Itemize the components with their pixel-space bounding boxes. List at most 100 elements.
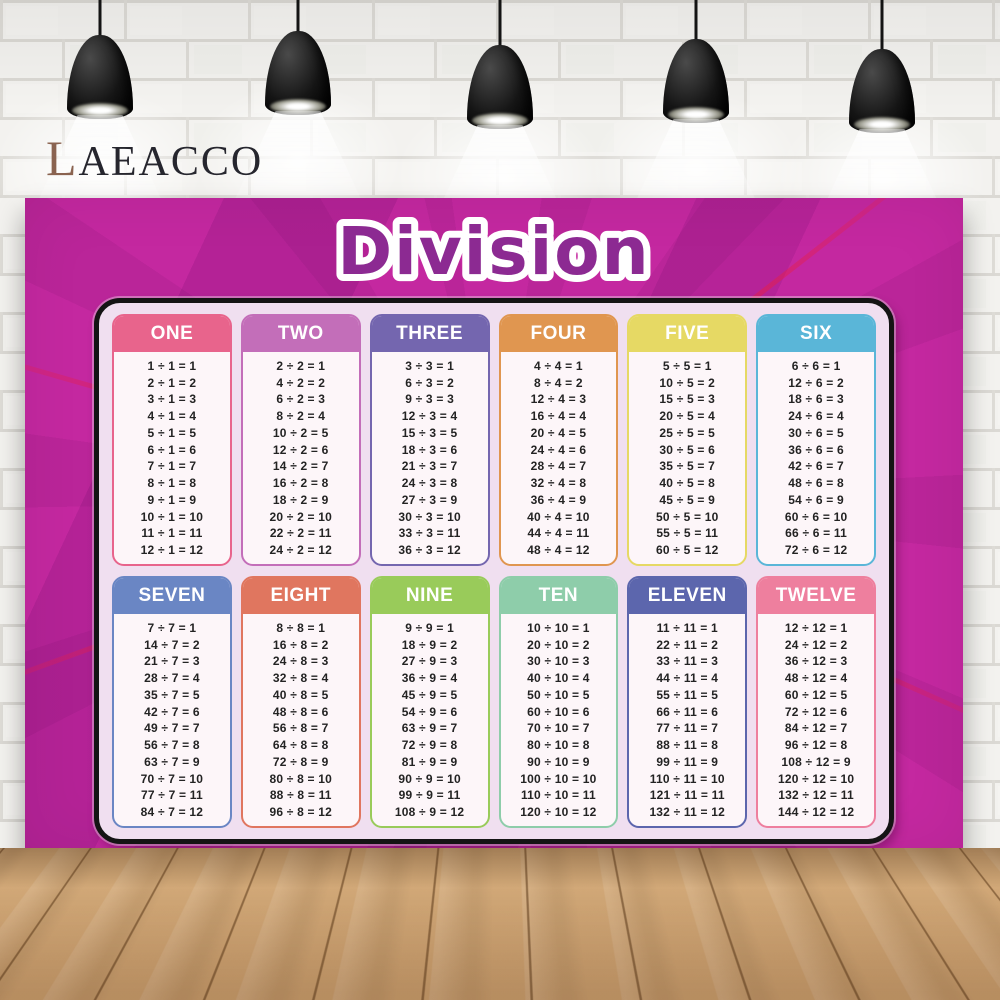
card-equations: 12 ÷ 12 = 1 24 ÷ 12 = 2 36 ÷ 12 = 3 48 ÷ 12… bbox=[758, 614, 874, 826]
backdrop-poster: Division ONE 1 ÷ 1 = 1 2 ÷ 1 = 2 3 ÷ 1 = 3… bbox=[25, 198, 963, 853]
equation-row: 40 ÷ 10 = 4 bbox=[527, 671, 590, 686]
equation-row: 11 ÷ 11 = 1 bbox=[656, 620, 718, 635]
equation-row: 8 ÷ 2 = 4 bbox=[276, 409, 326, 424]
division-card: FIVE 5 ÷ 5 = 1 10 ÷ 5 = 2 15 ÷ 5 = 3 20 ÷ 5… bbox=[627, 314, 748, 566]
lamp-bulb-glow-icon bbox=[854, 117, 910, 132]
equation-row: 36 ÷ 9 = 4 bbox=[401, 671, 458, 686]
equation-row: 7 ÷ 7 = 1 bbox=[147, 620, 197, 635]
card-title: TEN bbox=[500, 578, 617, 614]
card-title: TWELVE bbox=[758, 578, 874, 614]
equation-row: 1 ÷ 1 = 1 bbox=[147, 358, 197, 373]
equation-row: 12 ÷ 4 = 3 bbox=[530, 392, 587, 407]
equation-row: 64 ÷ 8 = 8 bbox=[272, 738, 329, 753]
equation-row: 20 ÷ 4 = 5 bbox=[530, 425, 587, 440]
equation-row: 28 ÷ 7 = 4 bbox=[144, 671, 200, 686]
equation-row: 9 ÷ 9 = 1 bbox=[405, 620, 454, 635]
card-title: FIVE bbox=[629, 316, 746, 352]
equation-row: 96 ÷ 8 = 12 bbox=[269, 805, 332, 820]
equation-row: 30 ÷ 6 = 5 bbox=[788, 425, 844, 440]
equation-row: 108 ÷ 9 = 12 bbox=[394, 805, 465, 820]
equation-row: 16 ÷ 8 = 2 bbox=[272, 637, 329, 652]
brand-logo: LAEACCO bbox=[46, 133, 263, 186]
equation-row: 20 ÷ 10 = 2 bbox=[527, 637, 590, 652]
lamp-bulb-glow-icon bbox=[72, 103, 128, 118]
equation-row: 60 ÷ 6 = 10 bbox=[784, 509, 848, 524]
card-title: EIGHT bbox=[242, 578, 359, 614]
equation-row: 84 ÷ 7 = 12 bbox=[140, 805, 204, 820]
equation-row: 60 ÷ 5 = 12 bbox=[655, 543, 719, 558]
equation-row: 8 ÷ 1 = 8 bbox=[147, 476, 197, 491]
equation-row: 72 ÷ 9 = 8 bbox=[401, 738, 458, 753]
equation-row: 32 ÷ 8 = 4 bbox=[272, 671, 329, 686]
division-card: ELEVEN 11 ÷ 11 = 1 22 ÷ 11 = 2 33 ÷ 11 = 3… bbox=[627, 576, 748, 828]
lamp-cord bbox=[296, 0, 300, 32]
equation-row: 12 ÷ 2 = 6 bbox=[272, 442, 329, 457]
card-title: FOUR bbox=[500, 316, 617, 352]
equation-row: 18 ÷ 3 = 6 bbox=[401, 442, 458, 457]
equation-row: 50 ÷ 5 = 10 bbox=[655, 509, 719, 524]
equation-row: 60 ÷ 12 = 5 bbox=[784, 687, 848, 702]
division-card: NINE 9 ÷ 9 = 1 18 ÷ 9 = 2 27 ÷ 9 = 3 36 ÷ 9… bbox=[369, 576, 490, 828]
equation-row: 4 ÷ 2 = 2 bbox=[276, 375, 326, 390]
chart-panel: ONE 1 ÷ 1 = 1 2 ÷ 1 = 2 3 ÷ 1 = 3 4 ÷ 1 = 4… bbox=[94, 298, 894, 844]
equation-row: 6 ÷ 3 = 2 bbox=[405, 375, 454, 390]
equation-row: 72 ÷ 6 = 12 bbox=[784, 543, 848, 558]
card-title: TWO bbox=[242, 316, 359, 352]
equation-row: 18 ÷ 6 = 3 bbox=[788, 392, 844, 407]
card-equations: 11 ÷ 11 = 1 22 ÷ 11 = 2 33 ÷ 11 = 3 44 ÷ 11… bbox=[629, 614, 745, 826]
equation-row: 10 ÷ 2 = 5 bbox=[272, 425, 329, 440]
equation-row: 66 ÷ 11 = 6 bbox=[656, 704, 719, 719]
card-title: SEVEN bbox=[114, 578, 230, 614]
equation-row: 36 ÷ 6 = 6 bbox=[788, 442, 844, 457]
equation-row: 77 ÷ 11 = 7 bbox=[656, 721, 719, 736]
equation-row: 12 ÷ 6 = 2 bbox=[788, 375, 844, 390]
equation-row: 24 ÷ 3 = 8 bbox=[401, 476, 458, 491]
equation-row: 18 ÷ 2 = 9 bbox=[272, 492, 329, 507]
equation-row: 40 ÷ 8 = 5 bbox=[272, 687, 329, 702]
equation-row: 36 ÷ 4 = 9 bbox=[530, 492, 587, 507]
equation-row: 8 ÷ 4 = 2 bbox=[534, 375, 583, 390]
equation-row: 18 ÷ 9 = 2 bbox=[401, 637, 458, 652]
division-card: ONE 1 ÷ 1 = 1 2 ÷ 1 = 2 3 ÷ 1 = 3 4 ÷ 1 = 4… bbox=[112, 314, 232, 566]
equation-row: 4 ÷ 4 = 1 bbox=[534, 358, 583, 373]
equation-row: 54 ÷ 6 = 9 bbox=[788, 492, 844, 507]
lamp-cord bbox=[880, 0, 884, 50]
equation-row: 3 ÷ 3 = 1 bbox=[405, 358, 454, 373]
equation-row: 54 ÷ 9 = 6 bbox=[401, 704, 458, 719]
equation-row: 110 ÷ 11 = 10 bbox=[649, 771, 725, 786]
equation-row: 48 ÷ 4 = 12 bbox=[527, 543, 590, 558]
equation-row: 22 ÷ 2 = 11 bbox=[269, 526, 332, 541]
equation-row: 6 ÷ 1 = 6 bbox=[147, 442, 197, 457]
equation-row: 7 ÷ 1 = 7 bbox=[147, 459, 197, 474]
equation-row: 132 ÷ 11 = 12 bbox=[649, 805, 726, 820]
equation-row: 70 ÷ 7 = 10 bbox=[140, 771, 204, 786]
poster-title-text: Division bbox=[337, 213, 650, 290]
equation-row: 24 ÷ 2 = 12 bbox=[269, 543, 332, 558]
equation-row: 14 ÷ 2 = 7 bbox=[272, 459, 329, 474]
equation-row: 6 ÷ 2 = 3 bbox=[276, 392, 326, 407]
equation-row: 121 ÷ 11 = 11 bbox=[649, 788, 725, 803]
equation-row: 110 ÷ 10 = 11 bbox=[520, 788, 596, 803]
equation-row: 40 ÷ 4 = 10 bbox=[527, 509, 590, 524]
equation-row: 100 ÷ 10 = 10 bbox=[520, 771, 597, 786]
equation-row: 16 ÷ 4 = 4 bbox=[530, 409, 587, 424]
equation-row: 30 ÷ 3 = 10 bbox=[398, 509, 461, 524]
equation-row: 5 ÷ 5 = 1 bbox=[662, 358, 712, 373]
lamp-cord bbox=[498, 0, 502, 46]
equation-row: 30 ÷ 10 = 3 bbox=[527, 654, 590, 669]
equation-row: 44 ÷ 11 = 4 bbox=[656, 671, 719, 686]
equation-row: 27 ÷ 3 = 9 bbox=[401, 492, 458, 507]
lamp-cord bbox=[98, 0, 102, 36]
equation-row: 45 ÷ 5 = 9 bbox=[659, 492, 716, 507]
equation-row: 48 ÷ 12 = 4 bbox=[784, 671, 848, 686]
equation-row: 21 ÷ 3 = 7 bbox=[401, 459, 458, 474]
equation-row: 11 ÷ 1 = 11 bbox=[141, 526, 203, 541]
equation-row: 4 ÷ 1 = 4 bbox=[147, 409, 197, 424]
equation-row: 80 ÷ 8 = 10 bbox=[269, 771, 332, 786]
brand-logo-initial: L bbox=[46, 130, 79, 186]
